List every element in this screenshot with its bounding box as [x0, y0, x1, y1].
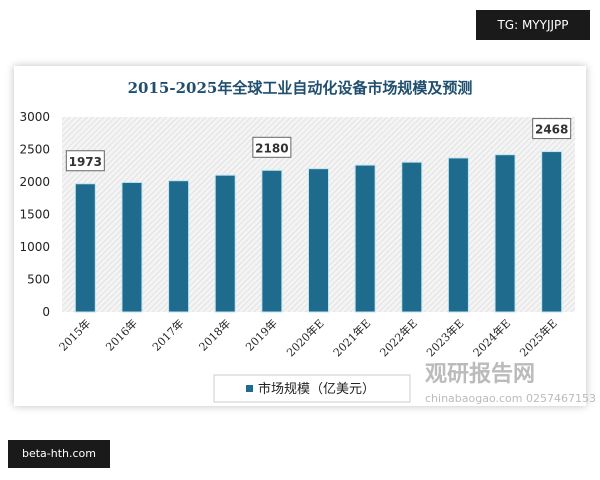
watermark-logo: 观研报告网	[425, 362, 536, 387]
data-label-box	[252, 136, 292, 158]
x-tick-label: 2016年	[103, 316, 140, 353]
bar	[121, 181, 143, 313]
bar	[308, 168, 329, 313]
y-tick-label: 500	[27, 273, 50, 287]
bar	[261, 169, 283, 313]
bar	[541, 151, 563, 313]
chart-title: 2015-2025年全球工业自动化设备市场规模及预测	[128, 79, 473, 97]
data-label-box	[65, 150, 105, 172]
x-tick-label: 2017年	[149, 316, 186, 353]
x-tick-label: 2021年E	[330, 316, 373, 359]
legend-swatch	[246, 385, 253, 392]
bar	[74, 183, 96, 313]
bar	[354, 164, 376, 313]
watermark-number: 0257467153	[526, 392, 596, 405]
y-tick-label: 2500	[19, 143, 50, 157]
x-tick-label: 2025年E	[517, 316, 560, 359]
x-tick-label: 2019年	[243, 316, 280, 353]
data-label: 1973	[69, 155, 102, 169]
top-badge: TG: MYYJJPP	[476, 10, 590, 40]
y-tick-label: 1500	[19, 208, 50, 222]
bottom-badge: beta-hth.com	[8, 440, 110, 468]
x-tick-label: 2023年E	[423, 316, 466, 359]
bar	[401, 161, 423, 313]
x-tick-label: 2024年E	[470, 316, 513, 359]
bar	[168, 180, 190, 313]
y-tick-label: 3000	[19, 110, 50, 124]
y-tick-label: 0	[42, 305, 50, 319]
bar	[494, 154, 516, 313]
data-label: 2180	[255, 141, 288, 155]
legend-label: 市场规模（亿美元）	[258, 381, 375, 397]
bar	[447, 157, 469, 313]
data-label: 2468	[535, 123, 568, 137]
x-tick-label: 2015年	[56, 316, 93, 353]
x-tick-label: 2022年E	[377, 316, 420, 359]
bar	[214, 174, 236, 313]
y-tick-label: 1000	[19, 240, 50, 254]
watermark-site: chinabaogao.com 0257467153	[425, 392, 596, 405]
data-label-box	[532, 118, 572, 140]
x-tick-label: 2020年E	[283, 316, 326, 359]
y-tick-label: 2000	[19, 175, 50, 189]
watermark-url: chinabaogao.com	[425, 392, 523, 405]
x-tick-label: 2018年	[196, 316, 233, 353]
